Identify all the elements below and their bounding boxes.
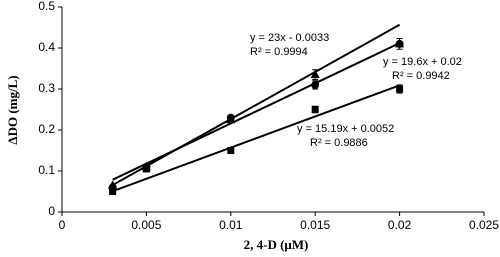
annotation: R² = 0.9886 [310,137,368,149]
x-axis-title: 2, 4-D (μM) [244,237,309,252]
x-tick-label: 0.015 [300,218,330,232]
annotation: y = 15.19x + 0.0052 [297,123,394,135]
y-tick-label: 0 [48,204,55,218]
x-tick-label: 0.01 [219,218,243,232]
marker [142,165,150,173]
y-axis-title: ΔDO (mg/L) [5,75,20,144]
annotation: R² = 0.9994 [250,46,308,58]
trend-line [112,23,401,186]
y-tick-label: 0.3 [38,81,55,95]
x-tick-label: 0.02 [388,218,412,232]
y-tick-label: 0.4 [38,40,55,54]
marker [109,188,117,195]
x-tick-label: 0.005 [131,218,161,232]
trend-line [112,84,400,193]
marker [311,106,319,113]
annotation: y = 23x - 0.0033 [250,32,329,44]
marker [311,80,320,89]
marker [227,147,235,154]
x-tick-label: 0 [59,218,66,232]
marker [226,113,235,122]
marker [395,39,404,48]
marker [310,69,320,79]
y-tick-label: 0.2 [38,122,55,136]
annotation: R² = 0.9942 [392,70,450,82]
annotation: y = 19.6x + 0.02 [383,56,462,68]
trend-line [112,42,401,181]
y-tick-label: 0.1 [38,163,55,177]
x-tick-label: 0.025 [469,218,499,232]
marker [396,85,404,93]
y-tick-label: 0.5 [38,0,55,13]
